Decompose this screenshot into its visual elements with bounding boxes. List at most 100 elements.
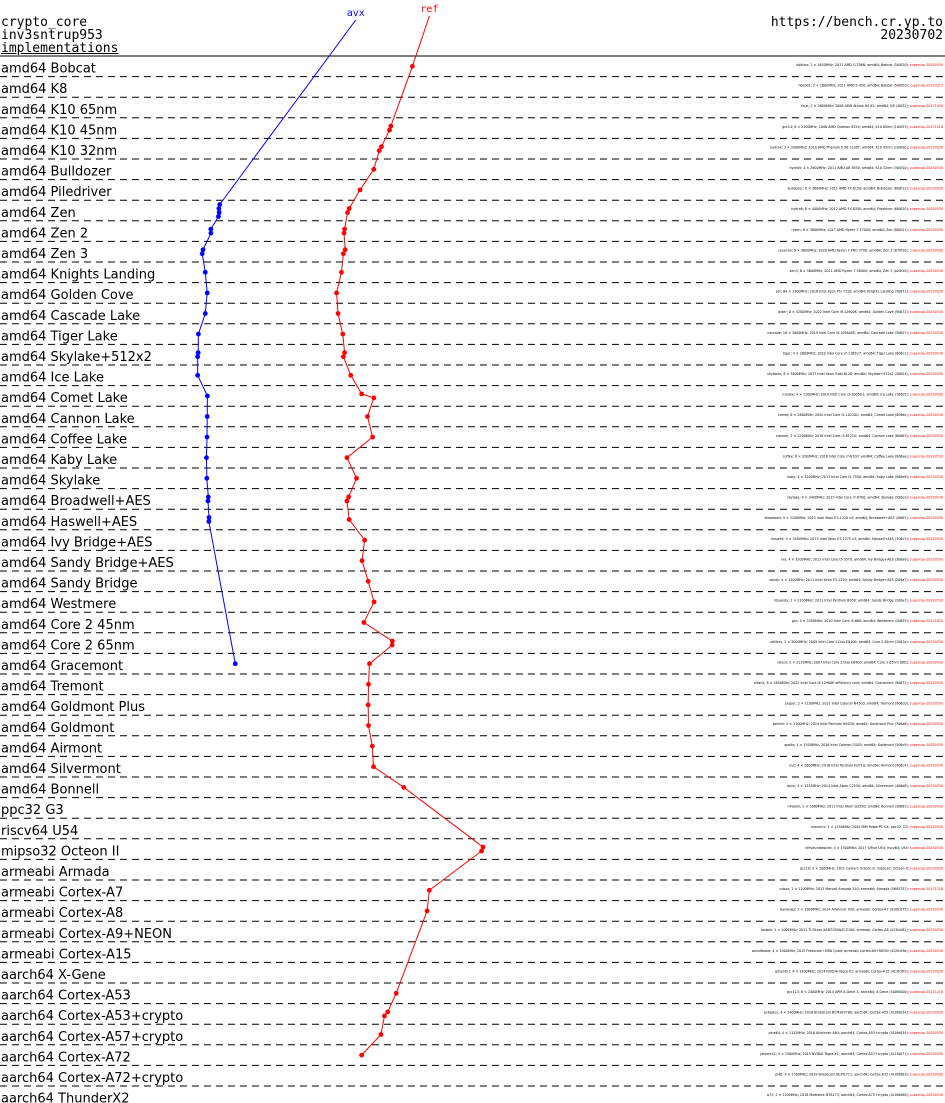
- category-label: armeabi Cortex-A8: [1, 906, 123, 921]
- data-point: [370, 434, 376, 440]
- data-point: [401, 784, 407, 790]
- data-point: [206, 519, 212, 524]
- data-point: [424, 908, 430, 914]
- category-label: mipso32 Octeon II: [1, 844, 119, 859]
- machine-description: bblack; 1 × 1000MHz; 2013 TI Sitara XAM3…: [761, 928, 943, 932]
- data-point: [340, 354, 346, 360]
- machine-description: apollo; 4 × 1500MHz; 2016 Intel Celeron …: [784, 743, 943, 747]
- data-point: [365, 702, 371, 708]
- data-point: [354, 475, 359, 481]
- data-point: [389, 642, 395, 648]
- series-label: ref: [420, 4, 438, 15]
- data-point: [342, 226, 348, 232]
- category-label: amd64 K8: [1, 82, 67, 97]
- data-point: [344, 455, 350, 461]
- machine-description: pine64; 4 × 1152MHz; 2016 Allwinner A64;…: [769, 1031, 943, 1035]
- machine-description: icelake; 4 × 1100MHz; 2019 Intel Core i3…: [782, 393, 943, 397]
- data-point: [366, 681, 371, 687]
- data-point: [379, 144, 384, 150]
- category-label: amd64 Goldmont Plus: [1, 700, 145, 715]
- data-point: [205, 498, 211, 504]
- implementations-link[interactable]: implementations: [1, 41, 119, 56]
- machine-description: sandy; 4 × 3100MHz; 2011 Intel Xeon E3-1…: [769, 578, 943, 582]
- category-label: amd64 Skylake+512x2: [1, 350, 152, 365]
- machine-description: bulldozer; 8 × 3600MHz; 2011 AMD FX-8150…: [788, 187, 943, 191]
- data-point: [361, 620, 367, 625]
- category-label: amd64 Sandy Bridge: [1, 577, 137, 592]
- data-point: [346, 206, 352, 211]
- data-point: [362, 537, 368, 543]
- data-point: [204, 455, 209, 461]
- data-point: [195, 372, 201, 378]
- data-point: [208, 230, 214, 236]
- data-point: [369, 743, 375, 749]
- data-point: [340, 331, 346, 337]
- machine-description: h4atom; 2 × 1660MHz; 2011 Intel Atom D25…: [788, 805, 943, 809]
- data-point: [339, 269, 344, 275]
- data-point: [388, 123, 394, 129]
- data-point: [371, 166, 377, 172]
- category-label: amd64 Cascade Lake: [1, 309, 140, 324]
- benchmark-date: 20230702: [880, 28, 943, 43]
- data-point: [205, 393, 210, 399]
- machine-description: coffee; 6 × 3200MHz; 2018 Intel Core i7-…: [783, 454, 943, 458]
- category-label: amd64 Skylake: [1, 474, 100, 489]
- machine-description: cannon; 2 × 2200MHz; 2018 Intel Core i3-…: [776, 434, 943, 438]
- data-point: [342, 247, 348, 253]
- category-label: amd64 Zen 3: [1, 247, 88, 262]
- machine-description: hifiveunleashed; 4 × 1500MHz; 2017 SiFiv…: [805, 846, 943, 850]
- machine-description: dairy; 4 × 1333MHz; 2014 Intel Atom C253…: [787, 784, 943, 788]
- data-point: [371, 599, 377, 605]
- category-label: amd64 Ivy Bridge+AES: [1, 535, 153, 550]
- machine-description: macmini; 1 × 1250MHz; 2005 IBM PowerPC G…: [811, 825, 943, 829]
- data-point: [206, 515, 212, 520]
- data-point: [204, 290, 210, 296]
- machine-description: tiger; 4 × 2800MHz; 2020 Intel Core i7-1…: [783, 351, 943, 355]
- machine-description: hydra6; 8 × 4000MHz; 2012 AMD FX-8350; a…: [791, 207, 943, 211]
- data-point: [204, 434, 210, 440]
- data-point: [217, 202, 223, 207]
- data-point: [378, 1032, 384, 1037]
- category-label: amd64 Broadwell+AES: [1, 494, 151, 509]
- machine-description: hydra5; 4 × 2900MHz; 2011 AMD A8 3850; a…: [789, 166, 943, 170]
- category-label: amd64 Comet Lake: [1, 391, 128, 406]
- category-label: armeabi Cortex-A7: [1, 886, 123, 901]
- data-point: [357, 187, 363, 193]
- machine-description: hydra4; 3 × 3300MHz; 2010 AMD Phenom II …: [770, 145, 943, 149]
- category-label: amd64 Bulldozer: [1, 165, 112, 180]
- data-point: [382, 1013, 387, 1019]
- machine-description: alder; 8 × 3200MHz; 2022 Intel Core i9-1…: [778, 310, 943, 314]
- category-label: amd64 Bonnell: [1, 783, 99, 798]
- series-label: avx: [347, 8, 365, 19]
- data-point: [340, 251, 346, 257]
- machine-description: gcc10; 2 × 1000MHz; 2011 Cavium Octeon I…: [800, 866, 943, 870]
- category-label: amd64 Silvermont: [1, 762, 121, 777]
- machine-description: comet; 6 × 2800MHz; 2020 Intel Core i5-1…: [778, 413, 943, 417]
- data-point: [204, 475, 210, 481]
- machine-description: haswell; 4 × 3400MHz; 2013 Intel Xeon E3…: [771, 537, 943, 541]
- data-point: [366, 723, 371, 728]
- machine-description: wandboard; 4 × 1000MHz; 2013 Freescale i…: [752, 949, 943, 953]
- category-label: amd64 Zen 2: [1, 226, 88, 241]
- category-label: amd64 Westmere: [1, 597, 116, 612]
- category-label: armeabi Armada: [1, 865, 110, 880]
- category-label: amd64 Airmont: [1, 741, 102, 756]
- machine-description: pi4b; 4 × 1500MHz; 2019 Broadcom BCM2711…: [775, 1072, 943, 1076]
- category-label: riscv64 U54: [1, 824, 78, 839]
- machine-description: bblinks; 2 × 1650MHz; 2011 AMD G-T56N; a…: [796, 63, 943, 67]
- series-leader: [219, 19, 357, 205]
- machine-description: cubox; 1 × 1200MHz; 2013 Marvell Armada …: [779, 887, 943, 891]
- category-label: amd64 Kaby Lake: [1, 453, 117, 468]
- data-point: [346, 494, 352, 500]
- data-point: [204, 414, 210, 419]
- category-label: aarch64 Cortex-A53+crypto: [1, 1009, 183, 1024]
- machine-description: skylake; 4 × 3400MHz; 2015 Intel Core i7…: [787, 496, 943, 500]
- machine-description: fauc; 2 × 2600MHz; 2006 AMD Athlon 64 X2…: [801, 104, 943, 108]
- category-label: aarch64 Cortex-A72+crypto: [1, 1071, 183, 1086]
- data-point: [389, 638, 395, 644]
- data-point: [202, 311, 208, 316]
- category-label: amd64 Tremont: [1, 680, 104, 695]
- category-label: aarch64 Cortex-A57+crypto: [1, 1030, 183, 1045]
- site-url: https://bench.cr.yp.to: [770, 15, 943, 30]
- data-point: [365, 414, 370, 419]
